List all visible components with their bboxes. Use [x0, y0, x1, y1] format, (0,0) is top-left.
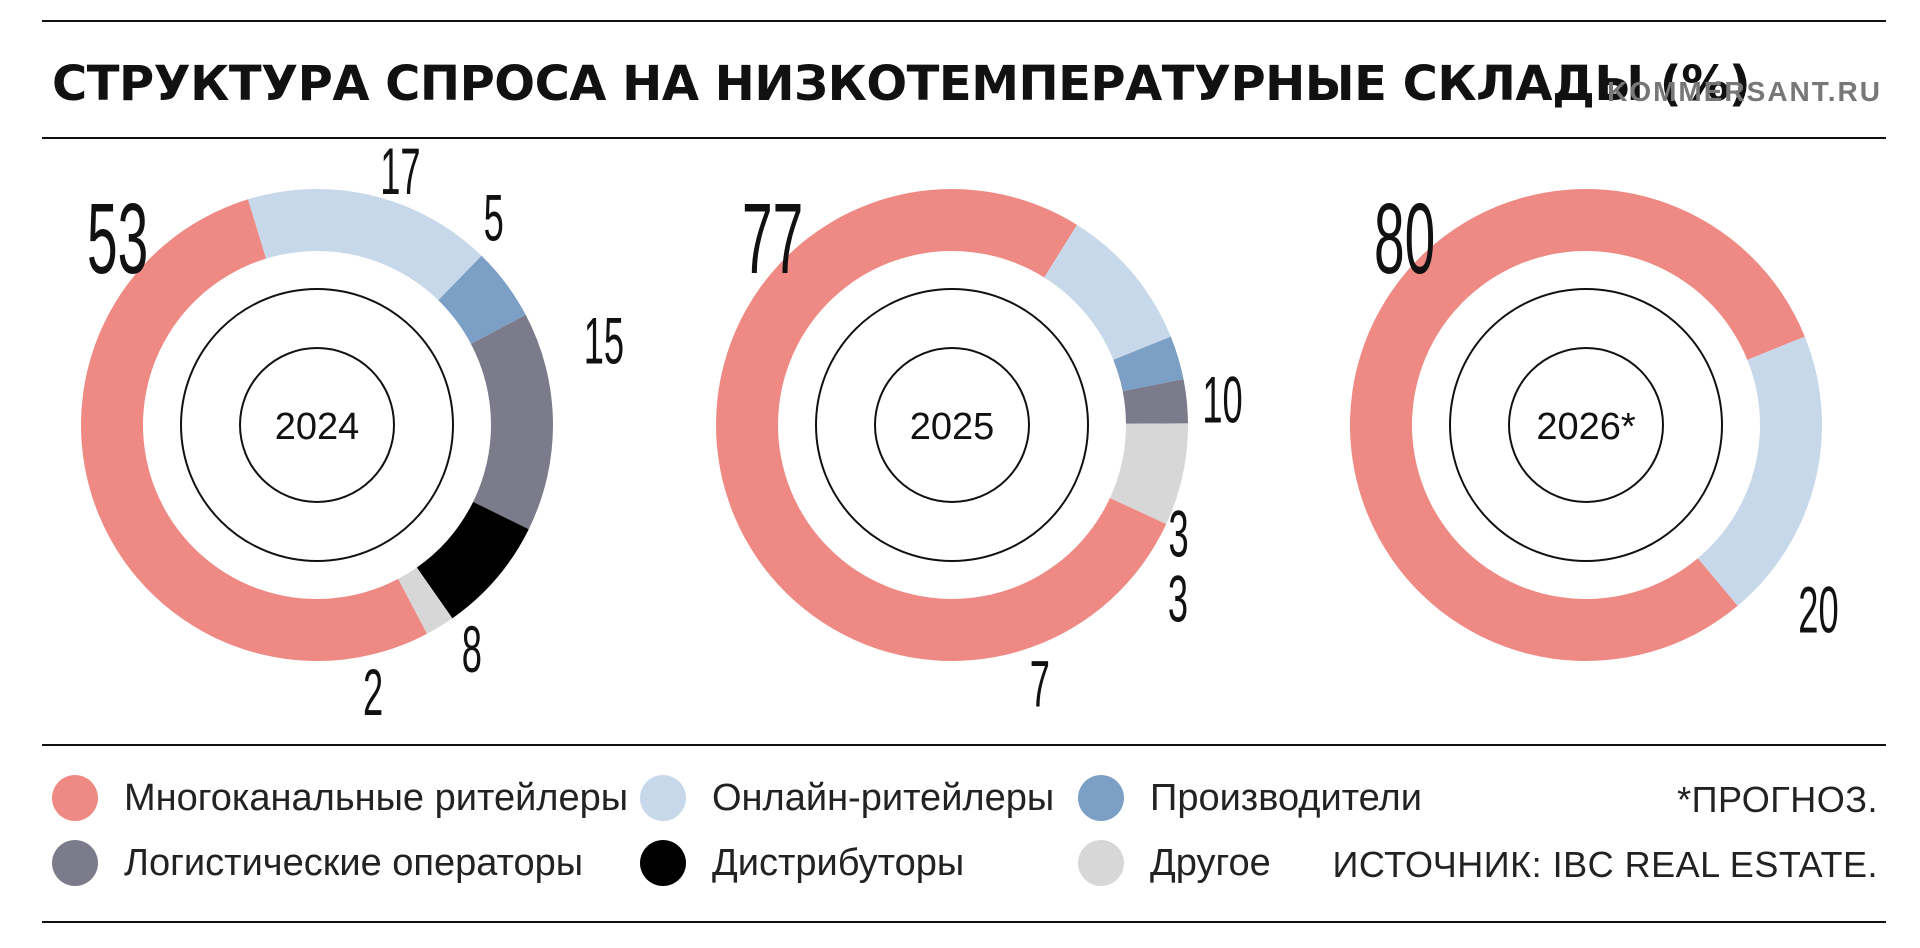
legend-swatch	[640, 775, 686, 821]
legend-label: Логистические операторы	[124, 841, 584, 884]
inner-ring	[180, 288, 454, 562]
value-label: 20	[1798, 574, 1838, 647]
slice-1	[1697, 336, 1823, 606]
slice-1	[1044, 224, 1171, 360]
value-label: 3	[1168, 563, 1188, 636]
year-label: 2026*	[1536, 406, 1636, 448]
title-rule	[42, 137, 1886, 139]
top-rule	[42, 20, 1886, 22]
legend-label: Другое	[1150, 841, 1271, 884]
core-ring	[1508, 347, 1664, 503]
legend-label: Производители	[1150, 776, 1422, 819]
site-label: KOMMERSANT.RU	[1607, 76, 1882, 107]
value-label: 3	[1168, 498, 1188, 571]
legend-swatch	[640, 840, 686, 886]
legend-swatch	[52, 775, 98, 821]
value-label: 7	[1030, 648, 1050, 721]
chart-title: СТРУКТУРА СПРОСА НА НИЗКОТЕМПЕРАТУРНЫЕ С…	[52, 56, 1751, 112]
slice-0	[81, 199, 428, 661]
legend-item-manufacturers: Производители	[1078, 775, 1422, 821]
legend-item-distributors: Дистрибуторы	[640, 840, 964, 886]
inner-ring	[1449, 288, 1723, 562]
value-label: 53	[87, 184, 148, 296]
slice-4	[1109, 423, 1188, 524]
donut-0: 2024 53 17 5 15 8 2	[81, 140, 624, 730]
slice-3	[1122, 379, 1188, 424]
legend-item-online: Онлайн-ритейлеры	[640, 775, 1054, 821]
year-label: 2024	[275, 406, 360, 448]
legend-top-rule	[42, 744, 1886, 746]
donut-2: 2026* 80 20	[1350, 184, 1839, 662]
legend-swatch	[52, 840, 98, 886]
slice-2	[1113, 336, 1184, 392]
slice-1	[248, 188, 482, 301]
legend-label: Дистрибуторы	[712, 841, 965, 884]
inner-ring	[815, 288, 1089, 562]
value-label: 17	[380, 140, 420, 209]
slice-5	[398, 567, 453, 634]
value-label: 77	[742, 184, 803, 296]
value-label: 15	[584, 305, 624, 378]
legend-label: Многоканальные ритейлеры	[124, 776, 629, 819]
legend-swatch	[1078, 775, 1124, 821]
source-note: ИСТОЧНИК: IBC REAL ESTATE.	[1332, 844, 1878, 885]
value-label: 10	[1202, 364, 1242, 437]
forecast-footnote: *ПРОГНОЗ.	[1677, 779, 1878, 820]
value-label: 2	[363, 657, 383, 730]
year-label: 2025	[910, 406, 995, 448]
legend-item-logistics: Логистические операторы	[52, 840, 583, 886]
legend-swatch	[1078, 840, 1124, 886]
core-ring	[239, 347, 395, 503]
slice-3	[470, 314, 553, 530]
bottom-rule	[42, 921, 1886, 923]
legend-item-multichannel: Многоканальные ритейлеры	[52, 775, 628, 821]
core-ring	[874, 347, 1030, 503]
legend-item-other: Другое	[1078, 840, 1271, 886]
value-label: 5	[484, 182, 504, 255]
value-label: 8	[462, 614, 482, 687]
slice-2	[438, 255, 526, 344]
slice-4	[416, 501, 529, 619]
legend-label: Онлайн-ритейлеры	[712, 776, 1055, 819]
value-label: 80	[1374, 184, 1435, 296]
